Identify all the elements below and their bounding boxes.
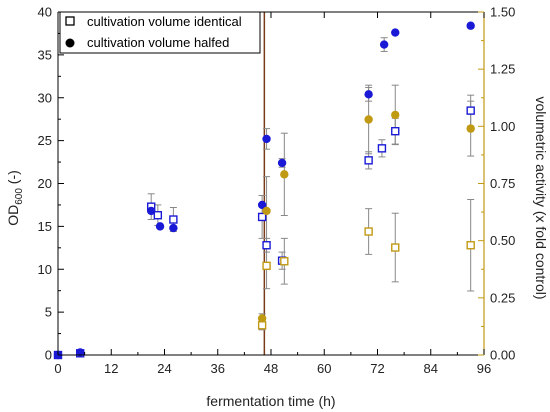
marker-open-square [280, 257, 289, 266]
y-right-tick-label: 0.00 [490, 348, 515, 363]
error-bars [147, 37, 475, 331]
marker-filled-circle [391, 28, 400, 37]
y-right-tick-label: 0.75 [490, 176, 515, 191]
y-left-tick-label: 40 [38, 5, 52, 20]
y-left-tick-label: 20 [38, 176, 52, 191]
marker-filled-circle [146, 206, 156, 216]
x-tick-label: 72 [370, 361, 384, 376]
marker-filled-circle [262, 134, 271, 144]
y-right-tick-label: 1.00 [490, 119, 515, 134]
y-left-tick-label: 30 [38, 90, 52, 105]
axes: 0 12 24 36 48 60 72 84 96 0 5 10 15 20 25 30 35 40 0.00 0.2… [38, 5, 516, 377]
y-left-tick-label: 15 [38, 219, 52, 234]
x-tick-label: 60 [317, 361, 331, 376]
marker-filled-circle [257, 200, 267, 210]
y-right-tick-label: 0.50 [490, 233, 515, 248]
marker-filled-circle [364, 115, 373, 124]
marker-filled-circle [257, 314, 267, 323]
legend-marker-open-square [65, 16, 75, 26]
marker-open-square [466, 241, 475, 250]
marker-open-square [364, 227, 373, 236]
marker-open-square [153, 211, 163, 220]
legend-marker-filled-circle [65, 38, 75, 48]
marker-open-square [169, 215, 178, 224]
marker-filled-circle [466, 21, 475, 30]
y-right-tick-label: 0.25 [490, 290, 515, 305]
x-tick-label: 36 [211, 361, 225, 376]
x-axis-title: fermentation time (h) [206, 393, 335, 409]
y-left-axis-title-sub: 600 [14, 188, 25, 205]
x-tick-label: 96 [477, 361, 491, 376]
legend-label-identical: cultivation volume identical [87, 14, 242, 29]
y-left-axis-title-suffix: (-) [5, 170, 21, 188]
marker-filled-circle [466, 124, 475, 133]
marker-open-square [377, 144, 387, 153]
marker-open-square [391, 243, 400, 252]
y-left-tick-label: 0 [45, 348, 52, 363]
marker-open-square [262, 261, 271, 271]
marker-filled-circle [364, 90, 373, 99]
x-tick-label: 84 [424, 361, 438, 376]
marker-open-square [364, 156, 373, 165]
y-right-axis-title: volumetric activity (x fold control) [533, 96, 549, 299]
legend-box [59, 11, 261, 54]
x-tick-label: 0 [54, 361, 61, 376]
y-left-tick-label: 5 [45, 305, 52, 320]
y-left-tick-label: 35 [38, 47, 52, 62]
marker-filled-circle [391, 110, 400, 120]
marker-filled-circle [155, 222, 165, 231]
marker-open-square [257, 321, 267, 330]
marker-open-square [257, 212, 267, 222]
x-tick-label: 24 [157, 361, 171, 376]
y-left-tick-label: 25 [38, 133, 52, 148]
y-right-tick-label: 1.25 [490, 62, 515, 77]
y-left-axis-title: OD600 (-) [5, 170, 25, 226]
marker-open-square [391, 126, 400, 136]
marker-filled-circle [262, 206, 271, 216]
data-markers [53, 21, 475, 360]
marker-open-square [262, 241, 271, 250]
marker-open-square [466, 106, 475, 115]
marker-filled-circle [169, 223, 178, 233]
y-left-tick-label: 10 [38, 262, 52, 277]
legend-label-halfed: cultivation volume halfed [87, 35, 229, 50]
marker-filled-circle [277, 158, 287, 168]
legend: cultivation volume identical cultivation… [59, 11, 261, 54]
x-tick-label: 48 [264, 361, 278, 376]
x-tick-label: 12 [104, 361, 118, 376]
y-left-axis-title-main: OD [5, 205, 21, 226]
marker-filled-circle [379, 40, 389, 49]
y-right-tick-label: 1.50 [490, 5, 515, 20]
marker-filled-circle [280, 170, 289, 179]
